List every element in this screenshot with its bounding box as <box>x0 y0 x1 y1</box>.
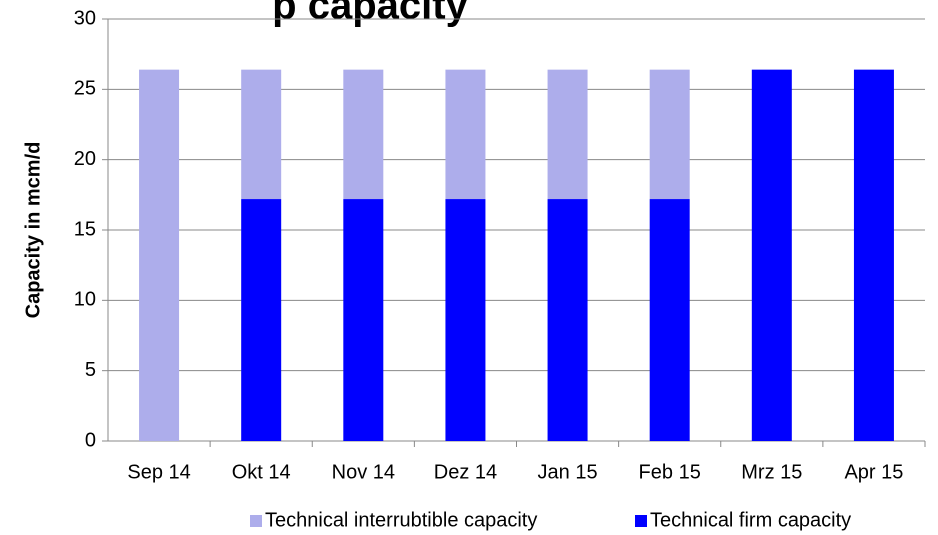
x-tick-label: Sep 14 <box>127 461 190 483</box>
x-tick-label: Dez 14 <box>434 461 497 483</box>
y-tick-label: 30 <box>74 7 96 29</box>
chart-title: p capacity <box>272 0 468 28</box>
bar-segment <box>547 69 588 200</box>
y-tick-label: 10 <box>74 289 96 311</box>
x-tick-label: Feb 15 <box>639 461 701 483</box>
x-tick-label: Mrz 15 <box>741 461 802 483</box>
bar-segment <box>343 199 384 441</box>
bar-segment <box>241 69 282 200</box>
bar-segment <box>751 69 792 441</box>
x-tick-label: Apr 15 <box>844 461 903 483</box>
x-tick-label: Jan 15 <box>538 461 598 483</box>
bar-segment <box>649 69 690 200</box>
legend-swatch <box>250 515 262 527</box>
y-tick-label: 5 <box>85 359 96 381</box>
y-tick-label: 25 <box>74 78 96 100</box>
x-tick-label: Okt 14 <box>232 461 291 483</box>
y-tick-label: 15 <box>74 218 96 240</box>
bar-segment <box>445 69 486 200</box>
bar-segment <box>649 199 690 441</box>
legend-label: Technical interrubtible capacity <box>265 509 537 531</box>
legend-label: Technical firm capacity <box>650 509 851 531</box>
y-tick-label: 0 <box>85 429 96 451</box>
bar-segment <box>445 199 486 441</box>
legend-swatch <box>635 515 647 527</box>
bar-segment <box>343 69 384 200</box>
bar-segment <box>853 69 894 441</box>
bar-segment <box>547 199 588 441</box>
bar-segment <box>241 199 282 441</box>
y-axis-label: Capacity in mcm/d <box>22 142 44 319</box>
bar-segment <box>139 69 180 441</box>
x-tick-label: Nov 14 <box>332 461 395 483</box>
y-tick-label: 20 <box>74 148 96 170</box>
